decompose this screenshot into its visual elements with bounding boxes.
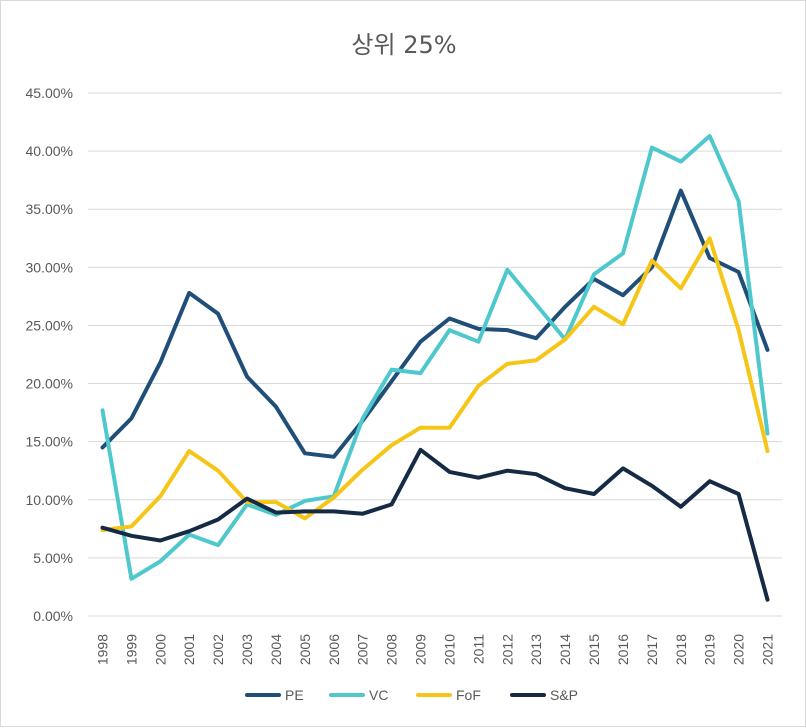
x-tick-label: 2018 xyxy=(673,634,689,665)
y-tick-label: 45.00% xyxy=(26,85,73,101)
x-tick-label: 2000 xyxy=(152,634,168,665)
series-line-vc xyxy=(100,134,770,581)
gridlines xyxy=(88,92,782,617)
x-tick-label: 1998 xyxy=(94,634,110,665)
x-tick-label: 2020 xyxy=(731,634,747,665)
y-tick-label: 35.00% xyxy=(26,201,73,217)
x-tick-label: 2015 xyxy=(586,634,602,665)
y-tick-label: 5.00% xyxy=(33,550,73,566)
x-tick-label: 2021 xyxy=(760,634,776,665)
y-tick-label: 0.00% xyxy=(33,608,73,624)
x-tick-label: 2004 xyxy=(268,634,284,665)
x-tick-label: 2008 xyxy=(384,634,400,665)
series-line-pe xyxy=(100,188,770,459)
y-tick-label: 10.00% xyxy=(26,492,73,508)
y-tick-label: 25.00% xyxy=(26,317,73,333)
series-line-sp xyxy=(100,447,770,602)
series-lines xyxy=(100,134,770,602)
x-tick-label: 2013 xyxy=(528,634,544,665)
x-tick-label: 2007 xyxy=(355,634,371,665)
legend: PE VC FoF S&P xyxy=(245,687,578,703)
x-tick-label: 2019 xyxy=(702,634,718,665)
x-tick-label: 2006 xyxy=(326,634,342,665)
x-tick-label: 2005 xyxy=(297,634,313,665)
legend-label: S&P xyxy=(550,687,578,703)
x-tick-label: 2002 xyxy=(210,634,226,665)
y-tick-label: 40.00% xyxy=(26,143,73,159)
y-tick-label: 15.00% xyxy=(26,434,73,450)
x-tick-label: 2016 xyxy=(615,634,631,665)
y-tick-label: 20.00% xyxy=(26,376,73,392)
x-tick-label: 2003 xyxy=(239,634,255,665)
x-tick-label: 2009 xyxy=(413,634,429,665)
x-tick-label: 1999 xyxy=(123,634,139,665)
y-axis-tick-labels: 0.00% 5.00% 10.00% 15.00% 20.00% 25.00% 30.00%… xyxy=(26,85,73,624)
chart-title: 상위 25% xyxy=(351,31,456,59)
legend-label: FoF xyxy=(456,687,481,703)
x-tick-label: 2012 xyxy=(499,634,515,665)
series-line-fof xyxy=(100,236,770,532)
x-axis-tick-labels: 1998 1999 2000 2001 2002 2003 2004 2005 2006 2007… xyxy=(94,634,775,665)
x-tick-label: 2017 xyxy=(644,634,660,665)
x-tick-label: 2001 xyxy=(181,634,197,665)
y-tick-label: 30.00% xyxy=(26,259,73,275)
legend-label: VC xyxy=(369,687,388,703)
x-tick-label: 2010 xyxy=(441,634,457,665)
x-tick-label: 2014 xyxy=(557,634,573,665)
x-tick-label: 2011 xyxy=(470,634,486,664)
legend-label: PE xyxy=(285,687,304,703)
